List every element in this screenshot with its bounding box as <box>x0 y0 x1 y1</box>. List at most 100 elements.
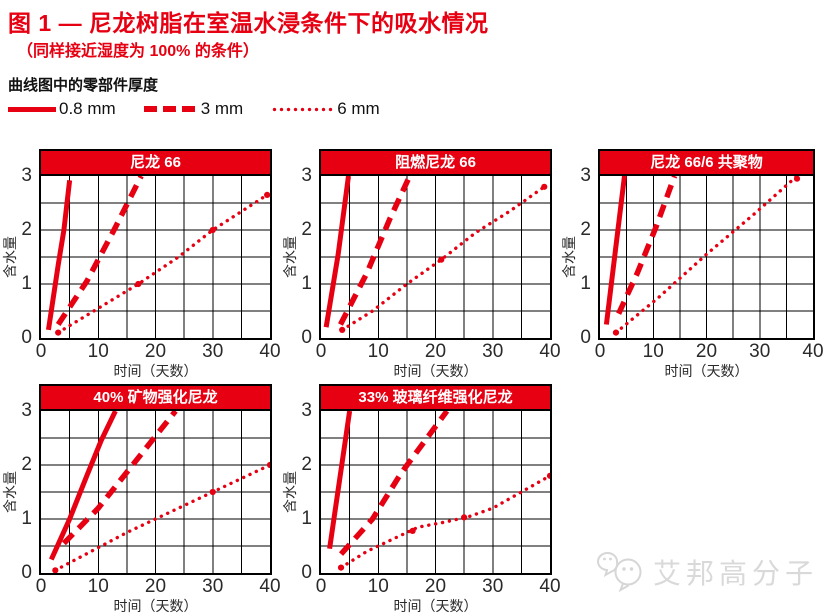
chart-plot <box>41 411 270 573</box>
series-line-dotted-6mm <box>53 463 270 573</box>
x-axis-label: 时间（天数） <box>664 363 749 379</box>
legend-label: 3 mm <box>200 99 244 118</box>
x-axis-label: 时间（天数） <box>393 363 478 379</box>
x-tick-label: 40 <box>539 341 561 362</box>
dashed-line-swatch-icon <box>143 106 198 112</box>
data-point-marker <box>264 191 270 198</box>
chart-nylon-66: 含水量 0 1 2 3 尼龙 66 0 10 20 30 40 时间（天数） <box>0 145 281 381</box>
series-line-dashed-3mm <box>55 176 144 327</box>
x-tick-label: 20 <box>144 576 167 597</box>
x-tick-label: 0 <box>35 341 47 362</box>
chart-plot <box>321 411 550 573</box>
y-tick-label: 2 <box>580 219 591 240</box>
y-tick-label: 3 <box>580 165 591 186</box>
legend-title: 曲线图中的零部件厚度 <box>8 77 159 94</box>
y-tick-label: 3 <box>301 400 312 421</box>
x-tick-label: 40 <box>802 341 823 362</box>
data-point-marker <box>135 280 142 288</box>
watermark-text: 艾邦高分子 <box>653 558 819 589</box>
legend-item-dashed: 3 mm <box>143 99 244 119</box>
data-point-marker <box>438 256 445 263</box>
x-tick-label: 10 <box>367 576 389 597</box>
x-tick-label: 20 <box>144 341 167 362</box>
data-point-marker <box>209 226 216 234</box>
data-point-marker <box>209 488 216 496</box>
y-tick-label: 1 <box>21 273 32 294</box>
data-point-marker <box>541 183 548 190</box>
x-tick-label: 30 <box>202 341 224 362</box>
y-tick-label: 0 <box>580 327 591 348</box>
y-tick-label: 3 <box>21 400 32 421</box>
gridlines <box>600 176 813 338</box>
x-tick-label: 10 <box>642 341 664 362</box>
y-tick-label: 0 <box>301 562 312 583</box>
legend-item-solid: 0.8 mm <box>8 99 116 119</box>
chart-plot <box>600 176 813 338</box>
legend-item-dotted: 6 mm <box>271 99 380 119</box>
data-point-marker <box>461 514 468 521</box>
y-tick-label: 2 <box>301 219 312 240</box>
data-point-marker <box>337 564 345 571</box>
x-tick-label: 40 <box>539 576 561 597</box>
dotted-line-swatch-icon <box>271 106 335 112</box>
y-tick-label: 0 <box>21 562 32 583</box>
data-point-marker <box>266 461 270 469</box>
gridlines <box>41 176 270 338</box>
chart-frame: 40% 矿物强化尼龙 <box>39 384 272 575</box>
y-tick-label: 2 <box>21 219 32 240</box>
x-tick-label: 20 <box>695 341 718 362</box>
y-tick-label: 2 <box>21 454 32 475</box>
gridlines <box>41 411 270 573</box>
series-line-dotted-6mm <box>56 193 269 335</box>
x-tick-label: 40 <box>259 576 281 597</box>
data-point-marker <box>52 567 59 573</box>
chart-banner-title: 阻燃尼龙 66 <box>321 151 550 176</box>
chart-plot <box>321 176 550 338</box>
x-tick-label: 10 <box>87 341 109 362</box>
x-axis-label: 时间（天数） <box>393 598 478 614</box>
y-tick-label: 1 <box>21 508 32 529</box>
series-line-dashed-3mm <box>616 176 678 315</box>
x-tick-label: 0 <box>594 341 606 362</box>
y-tick-label: 1 <box>301 273 312 294</box>
x-axis-label: 时间（天数） <box>113 363 198 379</box>
data-point-marker <box>409 527 416 534</box>
series-line-dotted-6mm <box>614 176 799 335</box>
series-line-solid-08mm <box>45 180 73 331</box>
x-tick-label: 10 <box>87 576 109 597</box>
y-tick-label: 1 <box>301 508 312 529</box>
watermark: 艾邦高分子 <box>597 549 818 595</box>
figure-subtitle: （同样接近湿度为 100% 的条件） <box>17 43 259 60</box>
x-tick-label: 30 <box>482 341 504 362</box>
y-tick-label: 2 <box>301 454 312 475</box>
series-line-dashed-3mm <box>338 176 413 326</box>
data-point-marker <box>546 472 550 479</box>
legend-label: 0.8 mm <box>59 99 116 118</box>
chart-banner-title: 尼龙 66 <box>41 151 270 176</box>
data-point-marker <box>55 329 62 336</box>
x-tick-label: 0 <box>35 576 47 597</box>
chart-flame-retardant-nylon-66: 含水量 0 1 2 3 阻燃尼龙 66 0 10 20 30 40 时间（天数） <box>280 145 561 381</box>
series-line-dashed-3mm <box>338 411 450 556</box>
data-point-marker <box>339 326 346 333</box>
x-tick-label: 20 <box>424 341 447 362</box>
x-axis-label: 时间（天数） <box>113 598 198 614</box>
chart-plot <box>41 176 270 338</box>
series-line-solid-08mm <box>323 176 351 328</box>
chart-40pct-mineral-reinforced-nylon: 含水量 0 1 2 3 40% 矿物强化尼龙 0 10 20 30 40 时间（天数） <box>0 380 281 614</box>
x-tick-label: 30 <box>482 576 504 597</box>
series-line-dotted-6mm <box>340 185 546 332</box>
x-tick-label: 0 <box>315 341 327 362</box>
y-tick-label: 0 <box>21 327 32 348</box>
chart-frame: 尼龙 66/6 共聚物 <box>598 149 815 340</box>
data-point-marker <box>793 176 801 182</box>
y-tick-label: 1 <box>580 273 591 294</box>
chart-banner-title: 40% 矿物强化尼龙 <box>41 386 270 411</box>
chart-frame: 阻燃尼龙 66 <box>319 149 552 340</box>
x-tick-label: 0 <box>315 576 327 597</box>
x-tick-label: 40 <box>259 341 281 362</box>
gridlines <box>321 176 550 338</box>
chart-33pct-glass-fiber-reinforced-nylon: 含水量 0 1 2 3 33% 玻璃纤维强化尼龙 0 10 20 30 40 时间（天数） <box>280 380 561 614</box>
figure-title: 图 1 — 尼龙树脂在室温水浸条件下的吸水情况 <box>8 10 489 36</box>
